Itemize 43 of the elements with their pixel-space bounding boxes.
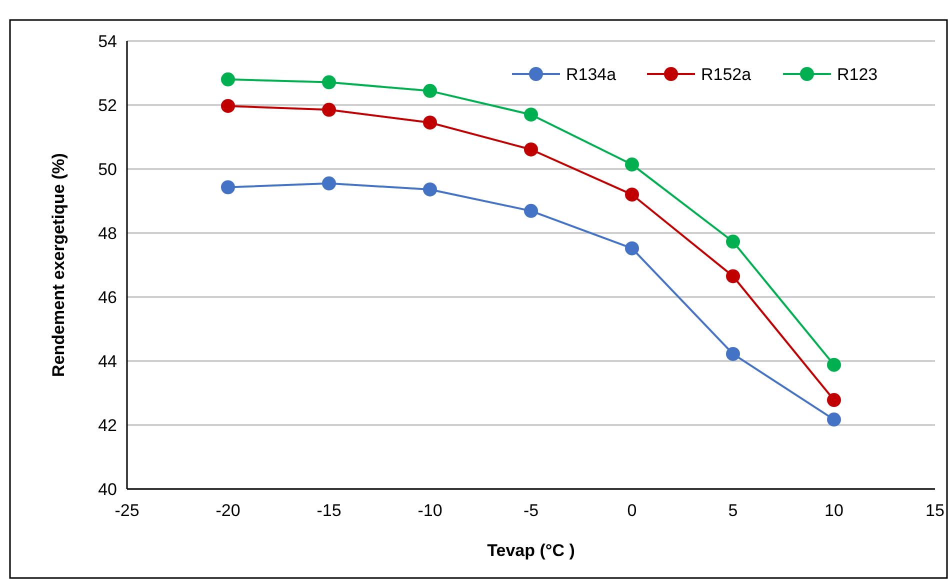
point — [524, 108, 538, 122]
x-tick-label: -25 — [114, 501, 140, 520]
y-tick-label: 48 — [98, 224, 117, 243]
point — [726, 234, 740, 249]
point — [726, 346, 740, 361]
legend-label: R152a — [701, 64, 752, 84]
legend-label: R123 — [837, 64, 878, 84]
x-tick-label: -15 — [316, 501, 342, 520]
point — [423, 116, 437, 130]
point — [726, 269, 740, 284]
point — [827, 358, 841, 372]
point — [524, 204, 538, 218]
y-tick-label: 50 — [98, 160, 117, 179]
y-axis-title: Rendement exergetique (%) — [49, 153, 68, 377]
x-tick-label: 10 — [824, 501, 844, 520]
point — [827, 393, 841, 408]
point — [322, 176, 336, 190]
y-tick-label: 54 — [98, 32, 117, 51]
y-tick-label: 44 — [98, 352, 117, 371]
point — [625, 241, 639, 256]
point — [322, 75, 336, 90]
point — [625, 188, 639, 202]
x-axis-title: Tevap (°C ) — [487, 541, 575, 560]
point — [423, 84, 437, 98]
legend-label: R134a — [566, 64, 617, 84]
point — [423, 182, 437, 196]
point — [221, 72, 235, 86]
point — [221, 98, 235, 113]
y-tick-label: 42 — [98, 416, 117, 435]
x-tick-label: 5 — [728, 501, 738, 520]
point — [625, 158, 639, 172]
x-tick-label: 15 — [926, 501, 944, 520]
y-tick-label: 46 — [98, 288, 117, 307]
y-tick-label: 52 — [98, 96, 117, 115]
y-tick-label: 40 — [98, 480, 117, 499]
x-tick-label: -20 — [216, 501, 240, 520]
x-tick-label: -10 — [418, 501, 442, 520]
point — [524, 142, 538, 156]
point — [322, 102, 336, 117]
point — [221, 180, 235, 194]
point — [827, 412, 841, 427]
x-tick-label: 0 — [627, 501, 637, 520]
x-tick-label: -5 — [523, 501, 539, 520]
